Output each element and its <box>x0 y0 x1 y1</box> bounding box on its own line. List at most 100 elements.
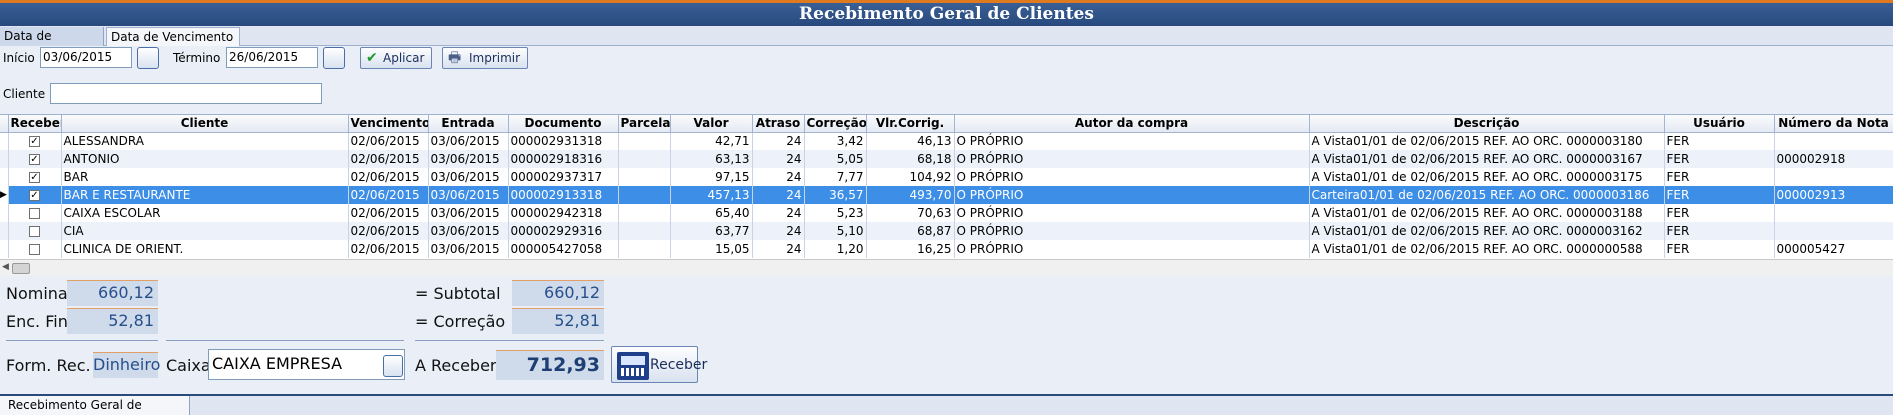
header-cliente[interactable]: Cliente <box>61 115 349 133</box>
cell-correcao: 36,57 <box>804 186 867 204</box>
header-autor[interactable]: Autor da compra <box>954 115 1310 133</box>
cell-descricao: A Vista01/01 de 02/06/2015 REF. AO ORC. … <box>1309 240 1665 258</box>
header-correcao[interactable]: Correção <box>804 115 867 133</box>
header-receber[interactable]: Receber <box>8 115 62 133</box>
tab-data-vencimento[interactable]: Data de Vencimento <box>106 27 240 46</box>
termino-date-input[interactable]: 26/06/2015 <box>226 47 318 68</box>
receber-checkbox[interactable]: ✓ <box>29 136 40 148</box>
cell-descricao: Carteira01/01 de 02/06/2015 REF. AO ORC.… <box>1309 186 1665 204</box>
status-tab[interactable]: Recebimento Geral de Clientes <box>0 396 190 415</box>
enc-fin-value: 52,81 <box>67 308 158 334</box>
row-indicator <box>0 222 9 240</box>
cell-parcela <box>618 168 671 186</box>
header-entrada[interactable]: Entrada <box>428 115 509 133</box>
cell-parcela <box>618 240 671 258</box>
receber-checkbox[interactable]: ✓ <box>29 154 40 165</box>
header-documento[interactable]: Documento <box>508 115 619 133</box>
caixa-input[interactable]: CAIXA EMPRESA <box>208 349 405 380</box>
cell-valor: 63,13 <box>670 150 753 168</box>
receber-checkbox[interactable] <box>29 208 40 219</box>
cell-vencimento: 02/06/2015 <box>348 132 429 150</box>
inicio-label: Início <box>3 51 35 65</box>
cell-valor: 15,05 <box>670 240 753 258</box>
table-row[interactable]: ▶ ✓ BAR E RESTAURANTE 02/06/2015 03/06/2015 0… <box>0 186 1893 204</box>
cash-register-icon <box>617 352 649 380</box>
cell-atraso: 24 <box>752 168 805 186</box>
imprimir-button[interactable]: 🖶 Imprimir <box>442 47 528 69</box>
header-descricao[interactable]: Descrição <box>1309 115 1665 133</box>
header-vlr-corrig[interactable]: Vlr.Corrig. <box>866 115 955 133</box>
receber-checkbox[interactable] <box>29 226 40 237</box>
form-rec-value[interactable]: Dinheiro <box>93 352 160 378</box>
cell-entrada: 03/06/2015 <box>428 168 509 186</box>
cliente-input[interactable] <box>50 83 322 104</box>
scroll-left-icon[interactable]: ◀ <box>2 262 9 272</box>
row-indicator <box>0 150 9 168</box>
receber-checkbox[interactable] <box>29 244 40 255</box>
header-numero-nota[interactable]: Número da Nota <box>1774 115 1893 133</box>
cell-atraso: 24 <box>752 132 805 150</box>
cell-vlr-corrig: 68,87 <box>866 222 955 240</box>
inicio-date-input[interactable]: 03/06/2015 <box>40 47 132 68</box>
filter-panel: Início 03/06/2015 Término 26/06/2015 ✔ A… <box>0 46 1893 114</box>
table-row[interactable]: CLINICA DE ORIENT. 02/06/2015 03/06/2015 00… <box>0 240 1893 258</box>
accent-line <box>0 0 1893 3</box>
check-icon: ✔ <box>366 50 378 66</box>
scrollbar-thumb[interactable] <box>12 263 30 274</box>
summary-separator-middle <box>166 340 404 341</box>
inicio-calendar-button[interactable] <box>137 47 159 69</box>
cell-entrada: 03/06/2015 <box>428 150 509 168</box>
header-atraso[interactable]: Atraso <box>752 115 805 133</box>
header-valor[interactable]: Valor <box>670 115 753 133</box>
receber-checkbox[interactable]: ✓ <box>29 172 40 183</box>
cell-vlr-corrig: 104,92 <box>866 168 955 186</box>
table-row[interactable]: ✓ BAR 02/06/2015 03/06/2015 000002937317 97,1… <box>0 168 1893 186</box>
cell-valor: 457,13 <box>670 186 753 204</box>
cell-descricao: A Vista01/01 de 02/06/2015 REF. AO ORC. … <box>1309 150 1665 168</box>
cell-cliente: CLINICA DE ORIENT. <box>61 240 349 258</box>
cell-autor: O PRÓPRIO <box>954 150 1310 168</box>
cell-correcao: 5,10 <box>804 222 867 240</box>
cell-vencimento: 02/06/2015 <box>348 204 429 222</box>
header-parcela[interactable]: Parcela <box>618 115 671 133</box>
receber-cell: ✓ <box>8 168 62 186</box>
horizontal-scrollbar[interactable]: ◀ <box>0 259 1893 276</box>
cell-correcao: 5,23 <box>804 204 867 222</box>
cell-usuario: FER <box>1664 204 1775 222</box>
cell-atraso: 24 <box>752 204 805 222</box>
cell-nota <box>1774 168 1893 186</box>
header-vencimento[interactable]: Vencimento <box>348 115 429 133</box>
cell-cliente: CIA <box>61 222 349 240</box>
receber-checkbox[interactable]: ✓ <box>29 190 40 201</box>
cell-vencimento: 02/06/2015 <box>348 222 429 240</box>
subtotal-label: = Subtotal <box>415 284 501 303</box>
cell-descricao: A Vista01/01 de 02/06/2015 REF. AO ORC. … <box>1309 168 1665 186</box>
table-row[interactable]: ✓ ANTONIO 02/06/2015 03/06/2015 000002918316… <box>0 150 1893 168</box>
cell-documento: 000002931318 <box>508 132 619 150</box>
cell-autor: O PRÓPRIO <box>954 186 1310 204</box>
receivables-grid: Receber Cliente Vencimento Entrada Docum… <box>0 114 1893 259</box>
cell-usuario: FER <box>1664 168 1775 186</box>
aplicar-label: Aplicar <box>383 51 425 65</box>
cell-descricao: A Vista01/01 de 02/06/2015 REF. AO ORC. … <box>1309 222 1665 240</box>
receber-cell <box>8 204 62 222</box>
cell-atraso: 24 <box>752 240 805 258</box>
aplicar-button[interactable]: ✔ Aplicar <box>360 47 432 69</box>
termino-calendar-button[interactable] <box>323 47 345 69</box>
cell-entrada: 03/06/2015 <box>428 240 509 258</box>
cell-nota <box>1774 132 1893 150</box>
table-row[interactable]: ✓ ALESSANDRA 02/06/2015 03/06/2015 000002931… <box>0 132 1893 150</box>
tab-data-entrada[interactable]: Data de Entrada <box>0 27 104 61</box>
cell-cliente: CAIXA ESCOLAR <box>61 204 349 222</box>
cell-autor: O PRÓPRIO <box>954 168 1310 186</box>
row-indicator: ▶ <box>0 186 9 204</box>
cell-valor: 97,15 <box>670 168 753 186</box>
cell-autor: O PRÓPRIO <box>954 240 1310 258</box>
table-row[interactable]: CIA 02/06/2015 03/06/2015 000002929316 63,77… <box>0 222 1893 240</box>
table-row[interactable]: CAIXA ESCOLAR 02/06/2015 03/06/2015 0000029… <box>0 204 1893 222</box>
receber-button[interactable]: Receber <box>611 346 707 383</box>
cell-parcela <box>618 150 671 168</box>
header-usuario[interactable]: Usuário <box>1664 115 1775 133</box>
caixa-lookup-button[interactable] <box>383 355 403 377</box>
nominal-value: 660,12 <box>67 280 158 306</box>
